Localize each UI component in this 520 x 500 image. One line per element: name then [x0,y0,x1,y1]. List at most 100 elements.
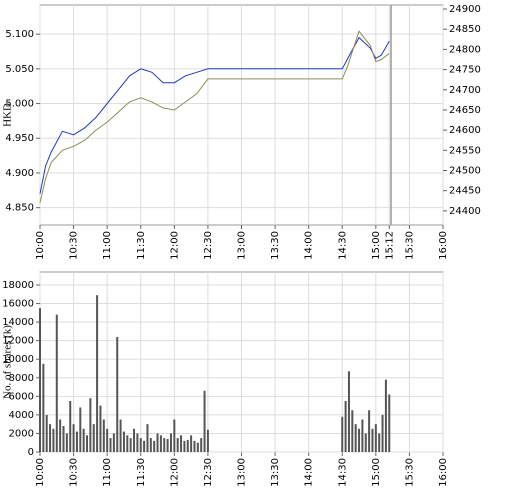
volume-bar [371,428,374,452]
x-tick-label: 12:30 [203,231,214,260]
volume-bar [381,414,384,452]
volume-bar [82,428,85,452]
x-tick-label: 10:00 [35,458,46,487]
x-tick-label: 12:30 [203,458,214,487]
x-tick-label: 13:00 [237,458,248,487]
volume-bar [384,379,387,452]
y-tick-label: 6000 [9,391,34,402]
y2-tick-label: 24750 [449,65,481,76]
x-tick-label: 16:00 [438,458,449,487]
x-tick-label: 15:00 [371,458,382,487]
volume-bar [106,428,109,452]
y-tick-label: 8000 [9,373,34,384]
volume-bar [361,419,364,452]
x-tick-label: 14:30 [337,231,348,260]
volume-bar [102,419,105,452]
volume-bar [180,435,183,452]
x-tick-label: 13:30 [270,458,281,487]
volume-bar [183,440,186,452]
volume-bar [200,438,203,452]
volume-bar [89,398,92,452]
volume-bar [52,428,55,452]
volume-bar [149,438,152,452]
volume-bar [96,295,99,452]
volume-bar [358,428,361,452]
volume-bar [206,429,209,452]
volume-bar [129,438,132,452]
volume-bar [169,433,172,452]
y-tick-label: 5.100 [5,29,34,40]
y-axis-label: HKD [2,103,14,127]
volume-bar [388,394,391,452]
y-tick-label: 12000 [2,336,34,347]
volume-bar [203,390,206,452]
volume-bar [347,371,350,452]
volume-bar [190,435,193,452]
x-tick-label: 10:00 [35,231,46,260]
volume-bar [72,424,75,452]
volume-bar [136,433,139,452]
volume-bar [153,440,156,452]
y-tick-label: 4000 [9,410,34,421]
x-tick-label: 14:30 [337,458,348,487]
x-tick-label: 13:00 [237,231,248,260]
volume-bar [119,419,122,452]
volume-bar [112,433,115,452]
x-tick-label: 15:30 [404,231,415,260]
y-tick-label: 4.900 [5,168,34,179]
volume-bar [79,407,82,452]
volume-bar [122,431,125,452]
y2-tick-label: 24900 [449,4,481,15]
volume-bar [143,440,146,452]
y-tick-label: 4.950 [5,133,34,144]
volume-bar [156,433,159,452]
volume-bar [186,439,189,452]
x-tick-label: 11:00 [102,231,113,260]
x-tick-label: 12:00 [169,231,180,260]
volume-bar [146,424,149,452]
volume-bar [159,435,162,452]
y-tick-label: 14000 [2,317,34,328]
volume-bar [55,314,58,452]
volume-bar [351,410,354,452]
volume-bar [176,438,179,452]
volume-bar [86,435,89,452]
volume-bar [139,438,142,452]
y-tick-label: 18000 [2,280,34,291]
x-tick-label: 14:00 [304,458,315,487]
volume-bar [173,419,176,452]
x-tick-label: 10:30 [69,231,80,260]
x-tick-label: 13:30 [270,231,281,260]
y2-tick-label: 24700 [449,85,481,96]
volume-bar [109,438,112,452]
y2-tick-label: 24500 [449,166,481,177]
x-tick-label: 11:30 [136,231,147,260]
volume-bar [344,400,347,452]
volume-bar [354,424,357,452]
x-tick-label: 15:00 [371,231,382,260]
volume-bar [341,416,344,452]
volume-bar [368,410,371,452]
y-tick-label: 5.050 [5,64,34,75]
volume-bar [364,433,367,452]
volume-bar [65,433,68,452]
volume-bar [133,428,136,452]
volume-bar [374,424,377,452]
x-tick-label: 15:12 [384,231,395,260]
volume-bar [126,435,129,452]
y-axis-label: No. of shares (k) [2,325,14,399]
x-tick-label: 11:00 [102,458,113,487]
volume-bar [62,426,65,452]
y2-tick-label: 24800 [449,44,481,55]
volume-bar [59,419,62,452]
x-tick-label: 11:30 [136,458,147,487]
y2-tick-label: 24450 [449,186,481,197]
x-tick-label: 15:30 [404,458,415,487]
y-tick-label: 10000 [2,354,34,365]
volume-bar [99,405,102,452]
volume-bar [163,438,166,452]
price-line [39,30,390,203]
volume-bar [193,440,196,452]
volume-bar [92,424,95,452]
